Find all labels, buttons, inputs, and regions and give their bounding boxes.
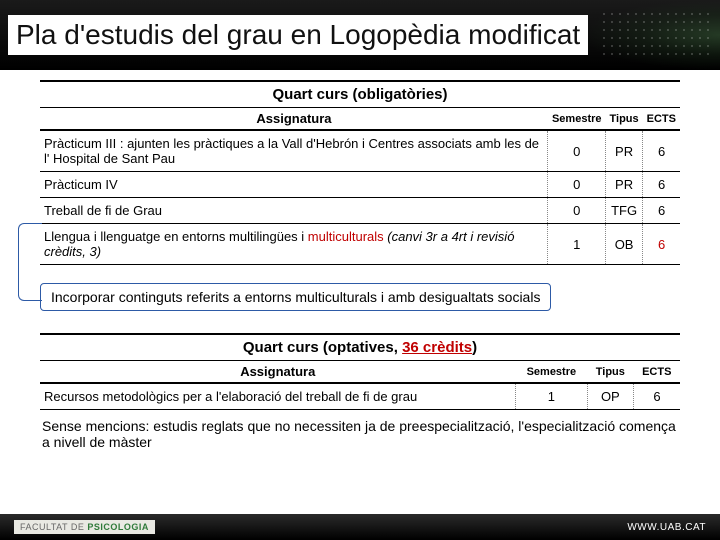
section2-heading-post: ): [472, 339, 477, 356]
slide-title: Pla d'estudis del grau en Logopèdia modi…: [8, 15, 588, 55]
callout-box: Incorporar continguts referits a entorns…: [40, 283, 551, 311]
table-header-row: Assignatura Semestre Tipus ECTS: [40, 108, 680, 130]
cell-ects: 6: [643, 198, 680, 224]
col-ects: ECTS: [633, 361, 680, 383]
section2-heading-pre: Quart curs (optatives,: [243, 339, 402, 356]
col-assignatura: Assignatura: [40, 108, 548, 130]
cell-tip: PR: [606, 172, 643, 198]
col-tipus: Tipus: [587, 361, 633, 383]
cell-sem: 1: [548, 224, 606, 265]
cell-sem: 0: [548, 172, 606, 198]
cell-tip: OB: [606, 224, 643, 265]
callout-wrap: Incorporar continguts referits a entorns…: [40, 283, 680, 311]
cell-assig: Treball de fi de Grau: [40, 198, 548, 224]
header-bar: Pla d'estudis del grau en Logopèdia modi…: [0, 0, 720, 70]
table-optatives: Assignatura Semestre Tipus ECTS Recursos…: [40, 361, 680, 410]
content-region: Quart curs (obligatòries) Assignatura Se…: [0, 70, 720, 450]
cell-assig: Llengua i llenguatge en entorns multilin…: [40, 224, 548, 265]
cell-ects: 6: [643, 130, 680, 172]
cell-tip: PR: [606, 130, 643, 172]
table-obligatories: Assignatura Semestre Tipus ECTS Pràcticu…: [40, 108, 680, 265]
cell-ects: 6: [633, 383, 680, 410]
cell-assig: Pràcticum III : ajunten les pràctiques a…: [40, 130, 548, 172]
callout-bracket: [18, 223, 42, 301]
col-ects: ECTS: [643, 108, 680, 130]
col-tipus: Tipus: [606, 108, 643, 130]
table-row: Pràcticum III : ajunten les pràctiques a…: [40, 130, 680, 172]
table-row: Llengua i llenguatge en entorns multilin…: [40, 224, 680, 265]
cell-ects: 6: [643, 224, 680, 265]
cell-sem: 0: [548, 130, 606, 172]
cell-ects: 6: [643, 172, 680, 198]
section2-title: Quart curs (optatives, 36 crèdits): [40, 333, 680, 361]
table-header-row: Assignatura Semestre Tipus ECTS: [40, 361, 680, 383]
footer-bar: FACULTAT DE PSICOLOGIA WWW.UAB.CAT: [0, 514, 720, 540]
cell-assig: Recursos metodològics per a l'elaboració…: [40, 383, 516, 410]
footer-facultat-pre: FACULTAT DE: [20, 522, 87, 532]
row4-multicultural: multiculturals: [308, 229, 384, 244]
section1-title: Quart curs (obligatòries): [40, 80, 680, 108]
table-row: Treball de fi de Grau 0 TFG 6: [40, 198, 680, 224]
footer-facultat: FACULTAT DE PSICOLOGIA: [14, 520, 155, 534]
section2-heading-credits: 36 crèdits: [402, 339, 472, 356]
cell-assig: Pràcticum IV: [40, 172, 548, 198]
cell-tip: TFG: [606, 198, 643, 224]
col-semestre: Semestre: [548, 108, 606, 130]
footer-url: WWW.UAB.CAT: [627, 522, 706, 533]
cell-tip: OP: [587, 383, 633, 410]
col-assignatura: Assignatura: [40, 361, 516, 383]
table-row: Pràcticum IV 0 PR 6: [40, 172, 680, 198]
cell-sem: 1: [516, 383, 588, 410]
col-semestre: Semestre: [516, 361, 588, 383]
note-sense-mencions: Sense mencions: estudis reglats que no n…: [40, 410, 680, 450]
header-dots-decoration: [600, 10, 710, 60]
row4-pre: Llengua i llenguatge en entorns multilin…: [44, 229, 308, 244]
cell-sem: 0: [548, 198, 606, 224]
footer-facultat-name: PSICOLOGIA: [87, 522, 149, 532]
table-row: Recursos metodològics per a l'elaboració…: [40, 383, 680, 410]
